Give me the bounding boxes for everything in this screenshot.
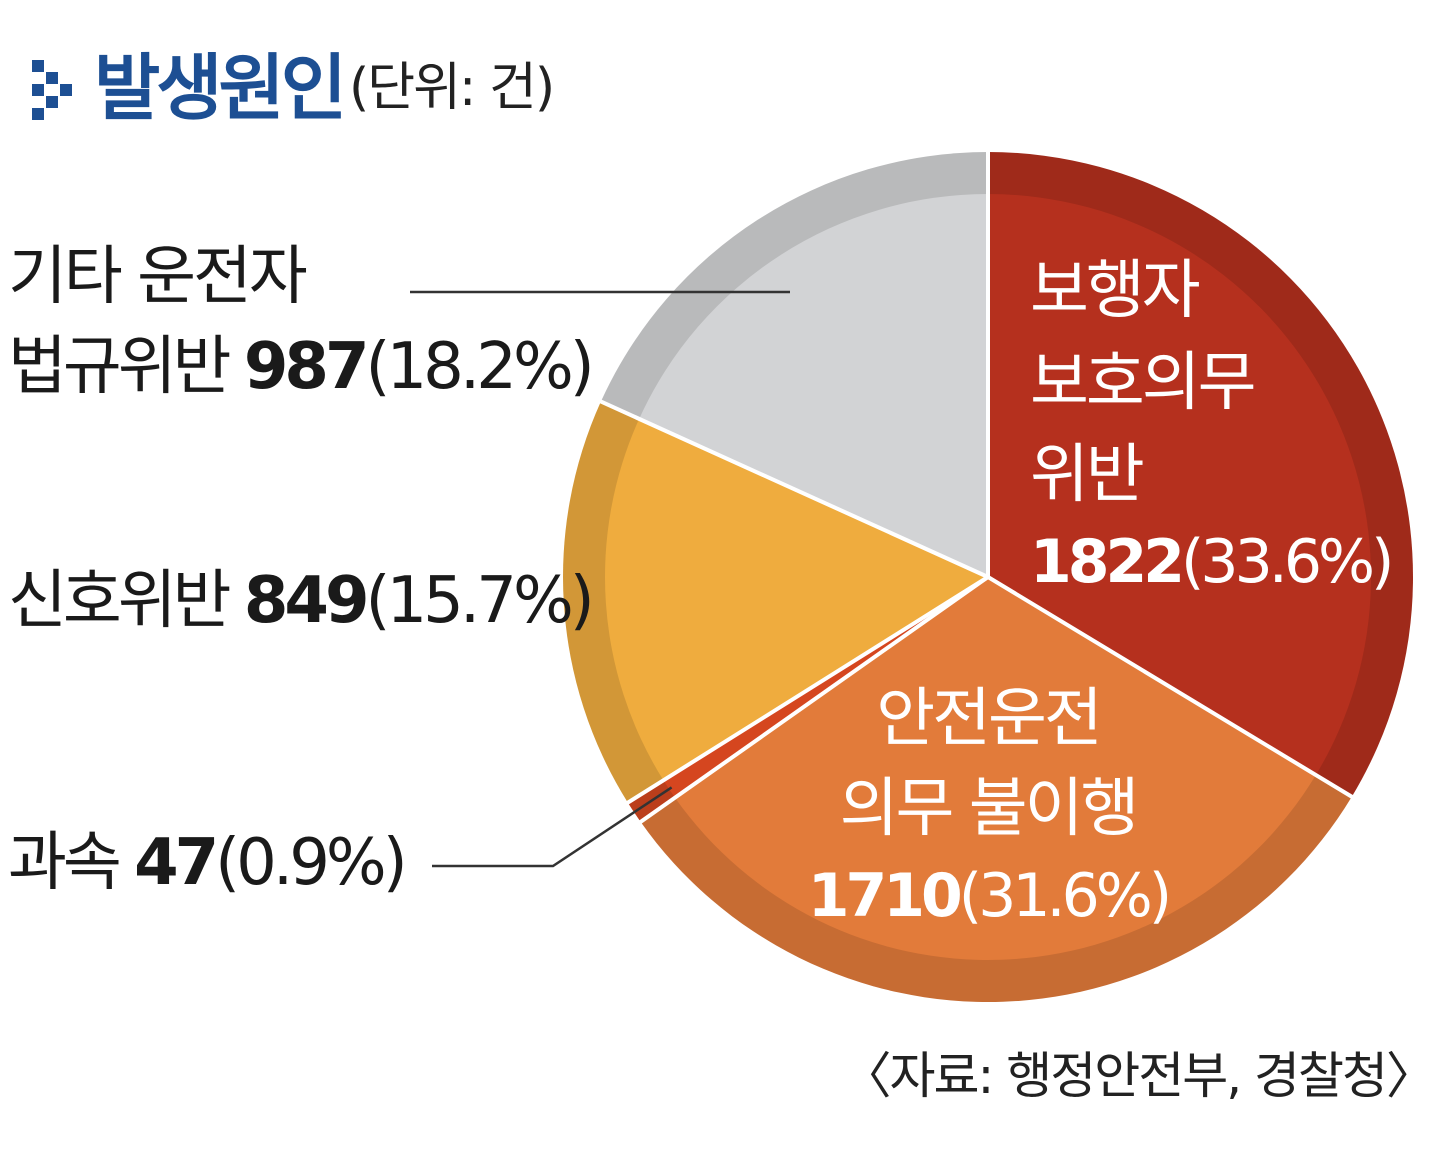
pie-slice-face xyxy=(605,418,988,781)
slice-label-line: 신호위반 849(15.7%) xyxy=(8,564,591,638)
slice-separator xyxy=(986,575,1355,800)
pie-slice xyxy=(640,577,1352,1003)
slice-value: 1822 xyxy=(1030,527,1181,597)
slice-label-line: 과속 47(0.9%) xyxy=(8,826,404,900)
slice-value-label: 1822(33.6%) xyxy=(1030,527,1390,597)
pie-slice xyxy=(600,152,988,577)
leader-lines xyxy=(410,290,790,868)
slice-label-line: 의무 불이행 xyxy=(840,772,1137,846)
slice-value: 47 xyxy=(134,826,215,900)
slice-label-line: 안전운전 xyxy=(876,682,1100,756)
pie-slice xyxy=(988,152,1414,797)
slice-label-text: 신호위반 xyxy=(8,564,244,638)
chart-title: 발생원인 xyxy=(94,46,347,130)
slice-separator xyxy=(598,398,989,579)
slice-label-line: 법규위반 987(18.2%) xyxy=(8,330,591,404)
slice-label-line: 보행자 xyxy=(1030,254,1200,328)
slice-percent: (18.2%) xyxy=(365,330,590,404)
slice-value: 849 xyxy=(244,564,366,638)
pie-slice-face xyxy=(639,194,988,577)
chevron-right-icon xyxy=(32,60,72,120)
pie-slice-face xyxy=(988,193,1372,776)
source-note: 〈자료: 행정안전부, 경찰청〉 xyxy=(841,1047,1436,1105)
slice-percent: (0.9%) xyxy=(215,826,404,900)
slice-label-line: 위반 xyxy=(1030,438,1143,512)
slice-label-line: 보호의무 xyxy=(1030,346,1254,420)
slice-label-line: 기타 운전자 xyxy=(8,240,307,314)
pie-slice xyxy=(563,401,988,803)
pie-slice-face xyxy=(674,577,1316,961)
slice-label-text: 과속 xyxy=(8,826,134,900)
slice-value: 1710 xyxy=(808,861,960,931)
leader-line xyxy=(432,786,673,868)
slice-percent: (33.6%) xyxy=(1181,527,1390,597)
slice-value: 987 xyxy=(244,330,366,404)
chart-header: 발생원인 (단위: 건) xyxy=(26,46,555,130)
slice-percent: (31.6%) xyxy=(959,861,1168,931)
slice-separator xyxy=(637,575,990,825)
unit-label: (단위: 건) xyxy=(348,58,555,118)
slice-label-text: 법규위반 xyxy=(8,330,244,404)
slice-value-label: 1710(31.6%) xyxy=(808,861,1168,931)
slice-percent: (15.7%) xyxy=(365,564,590,638)
slice-separator xyxy=(625,575,990,806)
